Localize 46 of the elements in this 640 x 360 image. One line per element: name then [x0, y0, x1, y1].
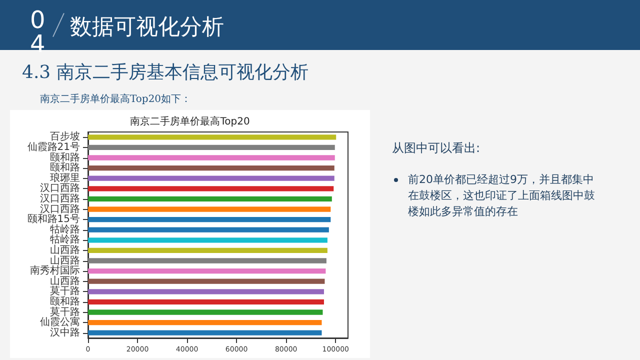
y-tick-label: 莫干路	[50, 285, 80, 298]
bar	[88, 165, 334, 171]
bar	[88, 176, 334, 181]
y-tick-label: 百步坡	[50, 130, 80, 143]
y-tick-label: 颐和路15号	[27, 213, 80, 226]
bar	[88, 278, 325, 284]
bar	[88, 216, 331, 222]
y-tick-label: 颐和路	[50, 162, 80, 174]
bar	[88, 299, 324, 305]
bar	[88, 289, 324, 294]
bar	[88, 320, 322, 326]
bar	[88, 134, 336, 140]
text: 南京二手房单价最高Top20如下：	[40, 92, 192, 106]
y-tick-label: 南秀村国际	[30, 264, 80, 277]
bar	[88, 206, 331, 212]
y-tick-label: 仙霞公寓	[40, 316, 80, 328]
y-tick-label: 山西路	[50, 254, 80, 266]
bar	[88, 258, 326, 264]
y-tick-label: 汉口西路	[40, 202, 80, 215]
y-tick-label: 牯岭路	[50, 234, 80, 246]
y-tick-label: 山西路	[50, 244, 80, 256]
y-tick-label: 莫干路	[50, 306, 80, 318]
bar	[88, 186, 334, 192]
bar	[88, 144, 335, 150]
bar	[88, 310, 323, 315]
y-tick-label: 汉中路	[50, 326, 80, 338]
y-tick-label: 仙霞路21号	[27, 140, 80, 153]
text: 从图中可以看出:	[392, 140, 480, 157]
bar	[88, 330, 322, 336]
bar	[88, 268, 326, 274]
y-tick-label: 汉口西路	[40, 192, 80, 204]
y-tick-label: 颐和路	[50, 295, 80, 308]
y-tick-label: 山西路	[50, 274, 80, 287]
bar	[88, 155, 335, 160]
bar	[88, 227, 329, 232]
text: 4.3 南京二手房基本信息可视化分析	[22, 61, 308, 84]
bar	[88, 196, 332, 202]
bar	[88, 248, 328, 254]
y-tick-label: 颐和路	[50, 151, 80, 164]
y-tick-label: 牯岭路	[50, 223, 80, 236]
y-tick-label: 汉口西路	[40, 182, 80, 194]
chart-title: 南京二手房单价最高Top20	[130, 116, 250, 128]
y-tick-label: 琅琊里	[50, 172, 80, 184]
text: 数据可视化分析	[70, 14, 224, 42]
bar	[88, 238, 328, 243]
text: 前20单价都已经超过9万，并且都集中在鼓楼区，这也印证了上面箱线图中鼓楼如此多异常值的存在	[408, 172, 596, 220]
